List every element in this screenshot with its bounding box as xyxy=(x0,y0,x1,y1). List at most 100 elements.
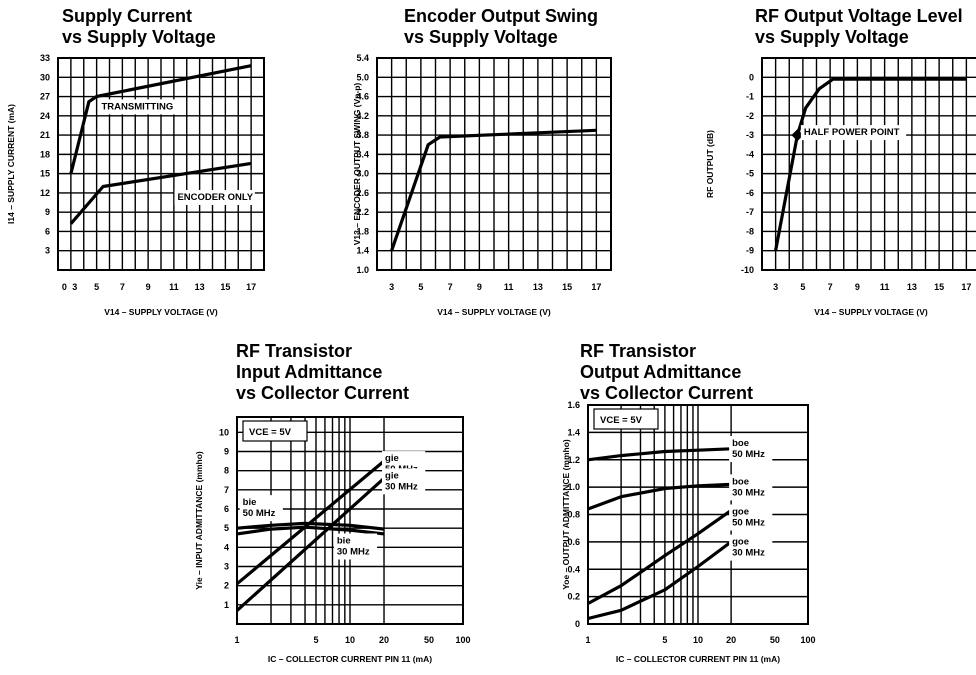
y-tick-label: -9 xyxy=(746,246,754,256)
x-tick-label: 20 xyxy=(379,635,389,645)
annotation-label: 50 MHz xyxy=(243,508,276,519)
annotation-backdrop xyxy=(729,436,773,463)
x-tick-label: 3 xyxy=(72,282,77,292)
chart-title-line: Supply Current xyxy=(62,6,192,26)
x-tick-label: 50 xyxy=(424,635,434,645)
x-tick-label: 5 xyxy=(313,635,318,645)
annotation-label: goe xyxy=(732,537,749,548)
y-tick-label: -6 xyxy=(746,188,754,198)
plot-frame xyxy=(57,57,265,271)
annotation-label: 30 MHz xyxy=(732,548,765,559)
annotation-label: 30 MHz xyxy=(337,547,370,558)
y-tick-label: 1.6 xyxy=(567,400,580,410)
x-tick-label: 20 xyxy=(726,635,736,645)
condition-box xyxy=(593,408,659,430)
x-axis-label: IC – COLLECTOR CURRENT PIN 11 (mA) xyxy=(268,654,432,664)
y-tick-label: 1.8 xyxy=(356,226,369,236)
y-tick-label: 2.2 xyxy=(356,207,369,217)
x-tick-label: 10 xyxy=(693,635,703,645)
x-tick-label: 15 xyxy=(220,282,230,292)
x-tick-label: 15 xyxy=(934,282,944,292)
x-tick-label: 5 xyxy=(662,635,667,645)
chart-title-line: vs Collector Current xyxy=(236,383,409,403)
y-tick-label: 0 xyxy=(749,72,754,82)
y-axis-label: RF OUTPUT (dB) xyxy=(705,130,715,198)
y-tick-label: 1.4 xyxy=(567,427,580,437)
annotation-backdrop xyxy=(382,468,426,495)
x-tick-label: 11 xyxy=(169,282,179,292)
chart-title-line: vs Supply Voltage xyxy=(62,27,216,47)
x-tick-label: 100 xyxy=(455,635,470,645)
y-tick-label: -5 xyxy=(746,169,754,179)
annotation-label: TRANSMITTING xyxy=(101,101,173,112)
x-tick-label: 7 xyxy=(120,282,125,292)
series-line-1 xyxy=(774,77,967,251)
x-tick-label: 13 xyxy=(195,282,205,292)
y-tick-label: 21 xyxy=(40,130,50,140)
x-tick-label: 9 xyxy=(477,282,482,292)
y-tick-label: 5.0 xyxy=(356,72,369,82)
y-tick-label: 12 xyxy=(40,188,50,198)
x-tick-label: 17 xyxy=(591,282,601,292)
series-line-1 xyxy=(390,128,597,252)
x-tick-label: 7 xyxy=(448,282,453,292)
x-tick-label: 7 xyxy=(828,282,833,292)
x-axis-label: V14 – SUPPLY VOLTAGE (V) xyxy=(814,307,928,317)
series-line-3 xyxy=(236,521,385,531)
annotation-backdrop xyxy=(729,534,773,561)
y-tick-label: 33 xyxy=(40,53,50,63)
y-tick-label: 0 xyxy=(575,619,580,629)
annotation-backdrop xyxy=(333,533,378,560)
x-tick-label: 11 xyxy=(880,282,890,292)
chart-title-line: Output Admittance xyxy=(580,362,741,382)
chart-title-line: Encoder Output Swing xyxy=(404,6,598,26)
series-line-2 xyxy=(69,161,252,225)
chart-title-line: vs Supply Voltage xyxy=(404,27,558,47)
y-tick-label: 3 xyxy=(224,562,229,572)
annotation-label: gie xyxy=(385,470,399,481)
x-tick-label: 1 xyxy=(234,635,239,645)
y-axis-label: Yie – INPUT ADMITTANCE (mmho) xyxy=(194,451,204,590)
y-tick-label: 2 xyxy=(224,581,229,591)
annotation-label: HALF POWER POINT xyxy=(804,127,900,138)
y-tick-label: 3.8 xyxy=(356,130,369,140)
y-tick-label: 24 xyxy=(40,111,50,121)
y-tick-label: 18 xyxy=(40,149,50,159)
annotation-label: 50 MHz xyxy=(732,518,765,529)
y-tick-label: 5.4 xyxy=(356,53,369,63)
annotation-label: bie xyxy=(337,536,351,547)
annotation-label: 30 MHz xyxy=(385,481,418,492)
plot-frame xyxy=(376,57,612,271)
chart-title-line: RF Output Voltage Level xyxy=(755,6,963,26)
x-tick-label: 13 xyxy=(907,282,917,292)
annotation-label: bie xyxy=(243,497,257,508)
y-tick-label: 7 xyxy=(224,485,229,495)
x-tick-label: 13 xyxy=(533,282,543,292)
y-tick-label: 15 xyxy=(40,169,50,179)
y-axis-label: Yoe – OUTPUT ADMITTANCE (mmho) xyxy=(561,439,571,590)
y-tick-label: -3 xyxy=(746,130,754,140)
series-line-2 xyxy=(235,477,386,612)
y-tick-label: 4.2 xyxy=(356,111,369,121)
annotation-backdrop xyxy=(174,189,255,205)
annotation-label: ENCODER ONLY xyxy=(177,192,253,203)
x-tick-label: 9 xyxy=(146,282,151,292)
annotation-label: 50 MHz xyxy=(732,449,765,460)
y-tick-label: -7 xyxy=(746,207,754,217)
y-tick-label: 0.8 xyxy=(567,510,580,520)
chart-title-line: vs Collector Current xyxy=(580,383,753,403)
series-line-1 xyxy=(69,64,252,174)
annotation-backdrop xyxy=(98,99,179,115)
y-axis-label: V13 – ENCODER OUTPUT SWING (Vp-p) xyxy=(352,83,362,246)
y-tick-label: 30 xyxy=(40,72,50,82)
annotation-backdrop xyxy=(729,504,773,531)
y-tick-label: 27 xyxy=(40,92,50,102)
x-tick-label: 50 xyxy=(770,635,780,645)
x-tick-label: 5 xyxy=(94,282,99,292)
y-tick-label: 3.4 xyxy=(356,149,369,159)
y-tick-label: 0.6 xyxy=(567,537,580,547)
x-tick-label: 11 xyxy=(504,282,514,292)
